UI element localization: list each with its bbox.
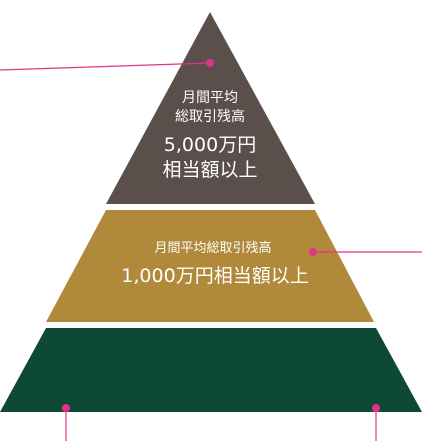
tier-top-label-line-2: 総取引残高 <box>175 109 245 125</box>
tier-middle-label: 月間平均総取引残高 <box>154 241 272 256</box>
tier-top-label-line-1: 月間平均 <box>182 90 238 106</box>
callout-dot-bottom-left <box>62 404 70 412</box>
tier-top-amount-line-2: 相当額以上 <box>162 159 258 181</box>
callout-dot-top <box>206 59 214 67</box>
callout-dot-bottom-right <box>372 404 380 412</box>
callout-line-top <box>0 62 211 71</box>
callout-dot-middle <box>309 248 317 256</box>
tier-middle-shape <box>46 210 374 322</box>
tier-top-amount-line-1: 5,000万円 <box>163 134 257 156</box>
tier-bottom-shape <box>0 328 422 412</box>
tier-top-shape <box>106 12 315 204</box>
tier-middle-amount: 1,000万円相当額以上 <box>121 265 309 287</box>
